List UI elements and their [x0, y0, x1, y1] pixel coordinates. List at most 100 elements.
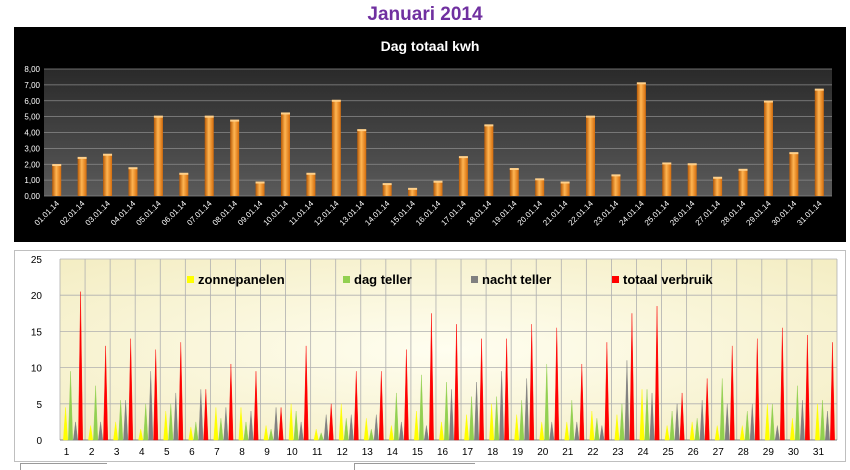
spike-totaal-verbruik: [654, 306, 660, 441]
spike-nacht-teller: [148, 371, 154, 441]
spike-dag-teller: [93, 385, 99, 441]
spike-zonnepanelen: [764, 403, 770, 441]
spike-zonnepanelen: [414, 411, 419, 441]
x-tick-label: 29: [763, 447, 775, 458]
bar: [280, 113, 290, 196]
spike-zonnepanelen: [539, 421, 545, 441]
spike-zonnepanelen: [564, 421, 570, 441]
spike-dag-teller: [444, 382, 449, 441]
spike-totaal-verbruik: [504, 338, 510, 441]
bar-top: [586, 115, 596, 118]
spike-nacht-teller: [123, 400, 129, 441]
y-tick-label: 25: [31, 255, 43, 266]
spike-dag-teller: [619, 403, 625, 441]
bar-top: [306, 172, 316, 175]
bar-top: [179, 172, 189, 175]
spike-nacht-teller: [373, 414, 379, 441]
bar-top: [687, 163, 697, 166]
spike-zonnepanelen: [363, 418, 369, 441]
spike-totaal-verbruik: [278, 407, 284, 441]
x-tick-label: 20.01.14: [516, 199, 545, 228]
spike-dag-teller: [494, 396, 500, 441]
spike-nacht-teller: [398, 421, 404, 441]
sheet-tab[interactable]: [20, 463, 107, 470]
spike-nacht-teller: [724, 403, 730, 441]
bar: [687, 164, 697, 196]
x-tick-label: 6: [189, 447, 195, 458]
bar: [789, 153, 799, 196]
y-tick-label: 10: [31, 364, 43, 375]
x-tick-label: 10.01.14: [262, 199, 291, 228]
spike-zonnepanelen: [63, 407, 68, 441]
bar: [52, 165, 62, 196]
spike-totaal-verbruik: [804, 335, 810, 441]
bar-top: [255, 181, 265, 184]
bar-top: [103, 153, 113, 156]
bar-top: [77, 156, 87, 159]
spike-totaal-verbruik: [579, 363, 585, 441]
x-tick-label: 21: [562, 447, 574, 458]
spike-nacht-teller: [223, 407, 229, 441]
spike-zonnepanelen: [88, 425, 94, 441]
x-tick-label: 17.01.14: [439, 199, 468, 228]
x-tick-label: 31.01.14: [795, 199, 824, 228]
x-tick-label: 30: [788, 447, 800, 458]
sheet-tab[interactable]: [354, 463, 475, 470]
spike-totaal-verbruik: [228, 363, 234, 441]
bar: [128, 168, 138, 196]
bar: [433, 181, 443, 196]
spike-dag-teller: [820, 400, 825, 441]
y-tick-label: 15: [31, 327, 43, 338]
spike-zonnepanelen: [188, 426, 194, 441]
x-tick-label: 24.01.14: [617, 199, 646, 228]
spike-dag-teller: [118, 400, 124, 441]
spike-nacht-teller: [298, 421, 304, 441]
spike-nacht-teller: [499, 371, 505, 441]
bar-top: [738, 168, 748, 171]
x-tick-label: 20: [537, 447, 549, 458]
spike-zonnepanelen: [138, 429, 144, 441]
x-tick-label: 17: [462, 447, 474, 458]
spike-zonnepanelen: [238, 407, 244, 441]
x-tick-label: 14.01.14: [363, 199, 392, 228]
bar: [484, 125, 494, 196]
sheet-tab-strip: [14, 462, 846, 470]
y-tick-label: 2,00: [24, 160, 40, 169]
bar: [738, 169, 748, 196]
bar: [662, 163, 672, 196]
spike-totaal-verbruik: [78, 291, 83, 441]
x-tick-label: 12: [337, 447, 349, 458]
bar-top: [458, 156, 468, 159]
spike-zonnepanelen: [213, 407, 219, 441]
bar: [535, 179, 545, 196]
bar-top: [636, 82, 646, 85]
bar: [458, 157, 468, 196]
y-tick-label: 6,00: [24, 97, 40, 106]
x-tick-label: 8: [239, 447, 245, 458]
spike-totaal-verbruik: [754, 338, 760, 441]
spike-totaal-verbruik: [554, 327, 560, 441]
spike-zonnepanelen: [639, 389, 645, 441]
x-tick-label: 03.01.14: [84, 199, 113, 228]
spike-zonnepanelen: [313, 429, 319, 441]
spike-zonnepanelen: [163, 411, 169, 441]
x-tick-label: 01.01.14: [33, 199, 62, 228]
spike-nacht-teller: [549, 421, 555, 441]
spike-zonnepanelen: [388, 425, 394, 441]
spike-totaal-verbruik: [203, 389, 209, 441]
bar: [179, 173, 189, 196]
spike-zonnepanelen: [263, 425, 269, 441]
x-tick-label: 22: [587, 447, 599, 458]
y-tick-label: 3,00: [24, 144, 40, 153]
x-tick-label: 23: [612, 447, 624, 458]
y-tick-label: 0,00: [24, 192, 40, 201]
spike-zonnepanelen: [589, 411, 595, 441]
chart-title: Dag totaal kwh: [381, 38, 480, 54]
spike-zonnepanelen: [464, 414, 469, 441]
spike-nacht-teller: [474, 382, 479, 441]
bar: [204, 116, 214, 196]
spike-totaal-verbruik: [729, 345, 735, 441]
spike-zonnepanelen: [514, 414, 520, 441]
spike-totaal-verbruik: [153, 349, 159, 441]
bar: [306, 173, 316, 196]
